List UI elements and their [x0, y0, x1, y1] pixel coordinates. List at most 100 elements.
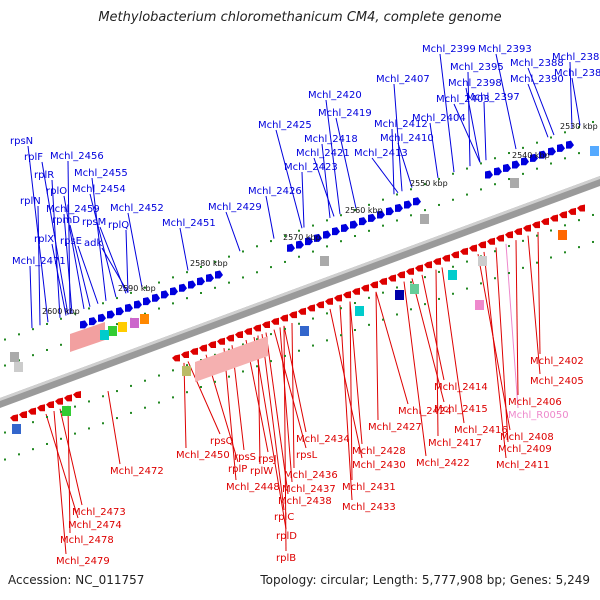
reverse-gene-label: rplC	[274, 512, 294, 523]
tick-dot	[46, 322, 48, 325]
tick-dot	[368, 296, 370, 299]
tick-dot	[116, 323, 118, 326]
tick-dot	[186, 297, 188, 300]
reverse-gene-arrow	[181, 351, 189, 359]
leader-line	[391, 128, 395, 195]
reverse-gene-label: Mchl_2473	[72, 507, 126, 518]
leader-line	[63, 213, 73, 314]
tick-dot	[270, 266, 272, 269]
leader-line	[371, 157, 399, 194]
tick-dot	[88, 307, 90, 310]
reverse-gene-arrow	[172, 354, 180, 362]
reverse-gene-arrow	[514, 227, 522, 235]
tick-dot	[508, 152, 510, 155]
tick-dot	[438, 177, 440, 180]
leader-line	[349, 301, 363, 445]
misc-feature	[590, 146, 599, 156]
reverse-gene-label: Mchl_2450	[176, 450, 230, 461]
forward-gene-label: Mchl_2397	[466, 92, 520, 103]
reverse-gene-label: Mchl_2422	[416, 458, 470, 469]
forward-gene-label: rplX	[34, 234, 54, 245]
leader-line	[107, 390, 121, 465]
forward-gene-arrow	[305, 237, 313, 246]
misc-feature	[448, 270, 457, 280]
reverse-gene-arrow	[10, 414, 18, 422]
tick-dot	[382, 318, 384, 321]
tick-dot	[228, 281, 230, 284]
forward-gene-arrow	[161, 290, 169, 299]
leader-line	[29, 265, 33, 329]
tick-dot	[564, 157, 566, 160]
reverse-gene-arrow	[334, 294, 342, 302]
leader-line	[275, 129, 303, 229]
tick-dot	[186, 271, 188, 274]
reverse-gene-arrow	[316, 301, 324, 309]
tick-dot	[480, 162, 482, 165]
reverse-gene-arrow	[199, 344, 207, 352]
leader-line	[279, 327, 293, 483]
tick-dot	[550, 136, 552, 139]
forward-gene-label: Mchl_2399	[422, 44, 476, 55]
forward-gene-label: Mchl_2423	[284, 162, 338, 173]
tick-dot	[172, 302, 174, 305]
leader-line	[465, 87, 481, 163]
tick-dot	[592, 120, 594, 123]
forward-gene-arrow	[296, 240, 304, 249]
tick-dot	[592, 213, 594, 216]
tick-dot	[438, 203, 440, 206]
misc-feature	[10, 352, 19, 362]
tick-dot	[382, 224, 384, 227]
reverse-gene-label: Mchl_2428	[352, 446, 406, 457]
reverse-gene-arrow	[28, 407, 36, 415]
tick-dot	[452, 172, 454, 175]
reverse-gene-arrow	[568, 207, 576, 215]
leader-line	[45, 413, 79, 519]
reverse-gene-arrow	[577, 204, 585, 212]
tick-dot	[578, 126, 580, 129]
forward-gene-arrow	[521, 157, 529, 166]
leader-line	[441, 267, 465, 424]
reverse-gene-arrow	[19, 410, 27, 418]
misc-feature	[475, 300, 484, 310]
leader-line	[349, 301, 353, 481]
reverse-gene-label: rpsQ	[210, 436, 234, 447]
tick-dot	[550, 256, 552, 259]
rna-region	[195, 336, 268, 382]
reverse-gene-label: Mchl_2405	[530, 376, 584, 387]
reverse-gene-label: Mchl_2434	[296, 434, 350, 445]
reverse-gene-label: Mchl_2448	[226, 482, 280, 493]
tick-dot	[228, 348, 230, 351]
leader-line	[569, 61, 573, 129]
tick-dot	[214, 380, 216, 383]
misc-feature	[100, 330, 109, 340]
forward-gene-arrow	[548, 147, 556, 156]
tick-dot	[144, 286, 146, 289]
forward-gene-arrow	[557, 143, 565, 152]
forward-gene-arrow	[512, 160, 520, 169]
tick-dot	[116, 390, 118, 393]
tick-dot	[102, 395, 104, 398]
tick-dot	[480, 188, 482, 191]
tick-dot	[536, 141, 538, 144]
tick-dot	[200, 266, 202, 268]
reverse-gene-arrow	[271, 317, 279, 325]
reverse-gene-arrow	[460, 247, 468, 255]
forward-gene-arrow	[395, 203, 403, 212]
leader-line	[335, 117, 357, 209]
tick-dot	[424, 183, 426, 186]
reverse-gene-label: Mchl_2437	[282, 484, 336, 495]
reverse-gene-arrow	[397, 271, 405, 279]
forward-gene-arrow	[98, 313, 106, 322]
reverse-gene-arrow	[325, 297, 333, 305]
tick-dot	[592, 240, 594, 243]
tick-dot	[32, 421, 34, 424]
reverse-gene-label: Mchl_2472	[110, 466, 164, 477]
reverse-gene-label: rpsJ	[258, 454, 277, 465]
forward-gene-arrow	[503, 163, 511, 172]
tick-dot	[340, 307, 342, 310]
leader-line	[505, 243, 519, 409]
tick-dot	[536, 261, 538, 264]
leader-line	[527, 83, 549, 138]
tick-dot	[312, 344, 314, 347]
leader-line	[375, 291, 379, 421]
